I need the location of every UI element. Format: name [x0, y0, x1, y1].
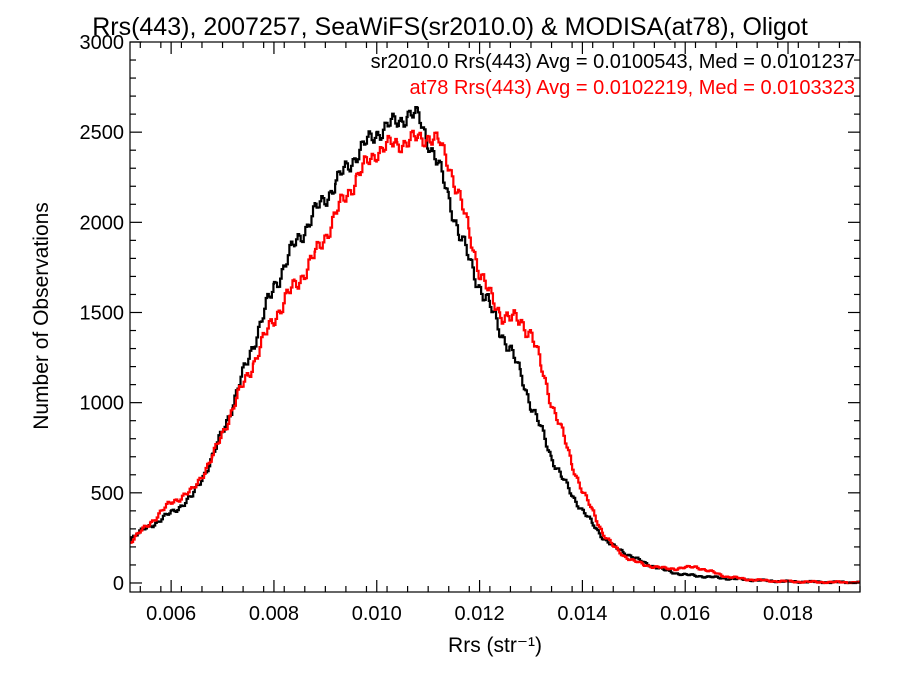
y-tick-label: 0: [113, 573, 124, 595]
x-axis-label: Rrs (str⁻¹): [448, 634, 542, 657]
axis-ticks: [130, 41, 861, 592]
y-tick-label: 1000: [80, 393, 125, 415]
y-tick-label: 2000: [80, 212, 125, 234]
y-axis-label: Number of Observations: [30, 202, 53, 430]
x-tick-label: 0.010: [352, 603, 402, 625]
x-tick-label: 0.012: [455, 603, 505, 625]
x-tick-label: 0.008: [249, 603, 299, 625]
y-tick-label: 500: [91, 483, 124, 505]
stat-annotation-0: sr2010.0 Rrs(443) Avg = 0.0100543, Med =…: [371, 51, 855, 73]
y-tick-label: 2500: [80, 122, 125, 144]
y-tick-labels: 0 500 1000 1500 2000 2500 3000: [80, 32, 125, 595]
y-tick-label: 1500: [80, 302, 125, 324]
x-tick-label: 0.014: [557, 603, 607, 625]
x-tick-labels: 0.006 0.008 0.010 0.012 0.014 0.016 0.018: [146, 603, 813, 625]
x-tick-label: 0.018: [763, 603, 813, 625]
x-tick-label: 0.016: [660, 603, 710, 625]
y-tick-label: 3000: [80, 32, 125, 54]
series-line-at78: [130, 129, 860, 585]
chart-title: Rrs(443), 2007257, SeaWiFS(sr2010.0) & M…: [92, 13, 808, 41]
series-group: [130, 106, 860, 585]
stat-annotation-1: at78 Rrs(443) Avg = 0.0102219, Med = 0.0…: [409, 77, 855, 99]
stats-annotations: sr2010.0 Rrs(443) Avg = 0.0100543, Med =…: [371, 51, 855, 99]
series-line-sr2010.0: [130, 106, 860, 585]
x-tick-label: 0.006: [146, 603, 196, 625]
plot-frame: [129, 41, 861, 593]
